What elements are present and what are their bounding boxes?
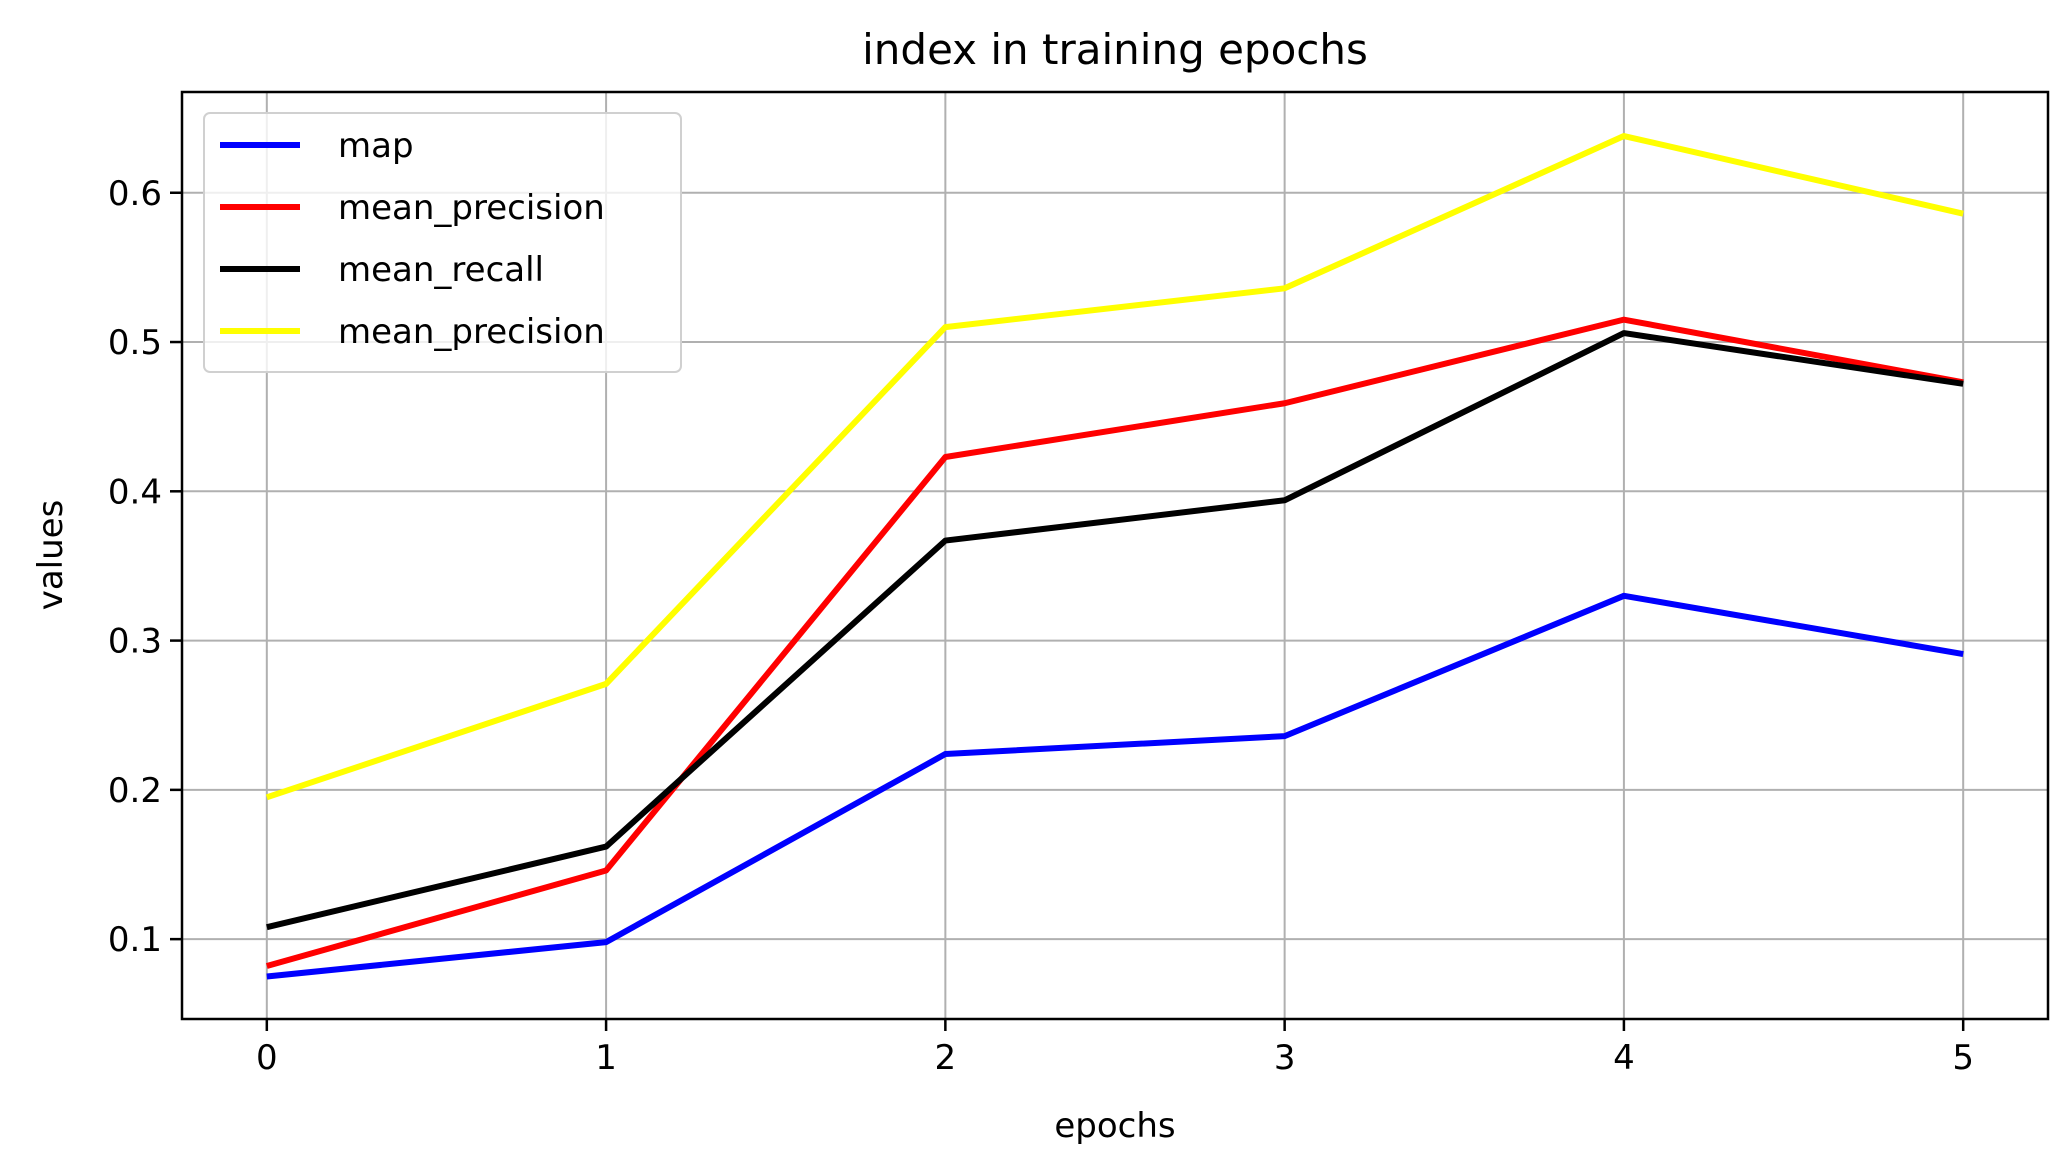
x-tick-label: 1 — [595, 1038, 617, 1078]
x-axis-label: epochs — [1054, 1106, 1175, 1146]
legend: map mean_precision mean_recall mean_precisi… — [203, 112, 682, 373]
x-tick-label: 0 — [256, 1038, 278, 1078]
series-line-mean-precision-1 — [266, 316, 1964, 969]
x-tick-label: 5 — [1952, 1038, 1974, 1078]
y-tick-label: 0.4 — [108, 472, 162, 512]
x-tick-label: 2 — [935, 1038, 957, 1078]
plot-area-frame — [180, 90, 2050, 1021]
y-tick-label: 0.2 — [108, 771, 162, 811]
y-tick-label: 0.6 — [108, 174, 162, 214]
y-axis-ticks: 0.1 0.2 0.3 0.4 0.5 0.6 — [108, 174, 182, 960]
legend-box — [203, 112, 682, 373]
chart-title: index in training epochs — [862, 25, 1368, 74]
series-line-mean-recall-2 — [266, 330, 1964, 931]
series-lines — [265, 133, 1964, 980]
legend-label: map — [338, 126, 414, 166]
legend-label: mean_precision — [338, 312, 605, 352]
y-tick-label: 0.3 — [108, 622, 162, 662]
x-tick-label: 3 — [1274, 1038, 1296, 1078]
legend-label: mean_precision — [338, 188, 605, 228]
series-line-mean-precision-3 — [265, 133, 1964, 801]
x-axis-ticks: 0 1 2 3 4 5 — [256, 1019, 1974, 1078]
y-axis-label: values — [31, 500, 71, 611]
series-line-map-0 — [266, 592, 1964, 980]
x-tick-label: 4 — [1613, 1038, 1635, 1078]
y-tick-label: 0.1 — [108, 920, 162, 960]
legend-label: mean_recall — [338, 250, 544, 290]
y-tick-label: 0.5 — [108, 323, 162, 363]
